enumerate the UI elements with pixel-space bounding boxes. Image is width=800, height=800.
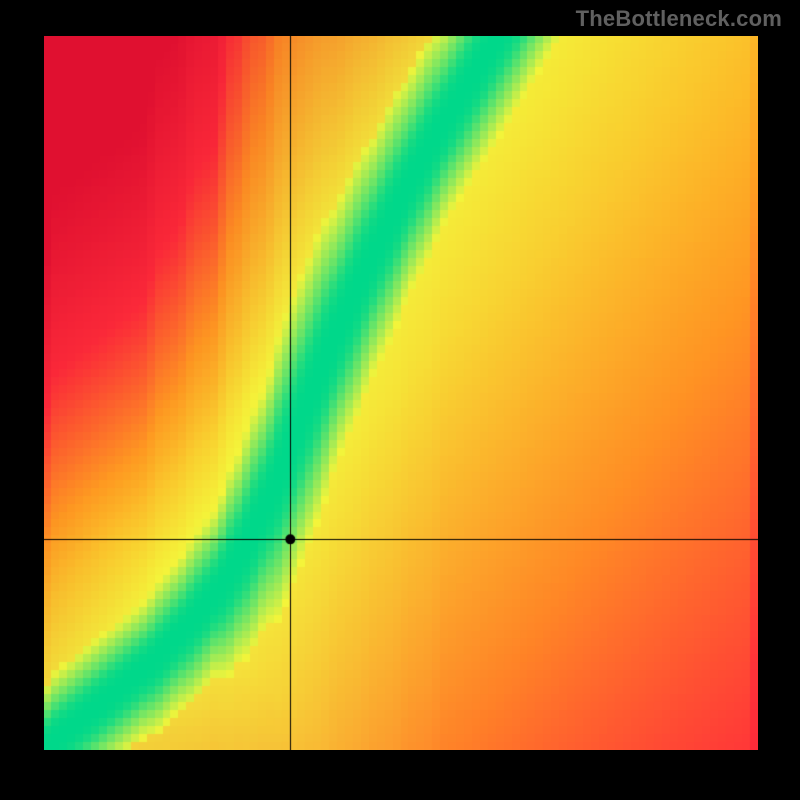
bottleneck-heatmap: [44, 36, 758, 750]
chart-container: { "watermark": { "text": "TheBottleneck.…: [0, 0, 800, 800]
watermark-text: TheBottleneck.com: [576, 6, 782, 32]
